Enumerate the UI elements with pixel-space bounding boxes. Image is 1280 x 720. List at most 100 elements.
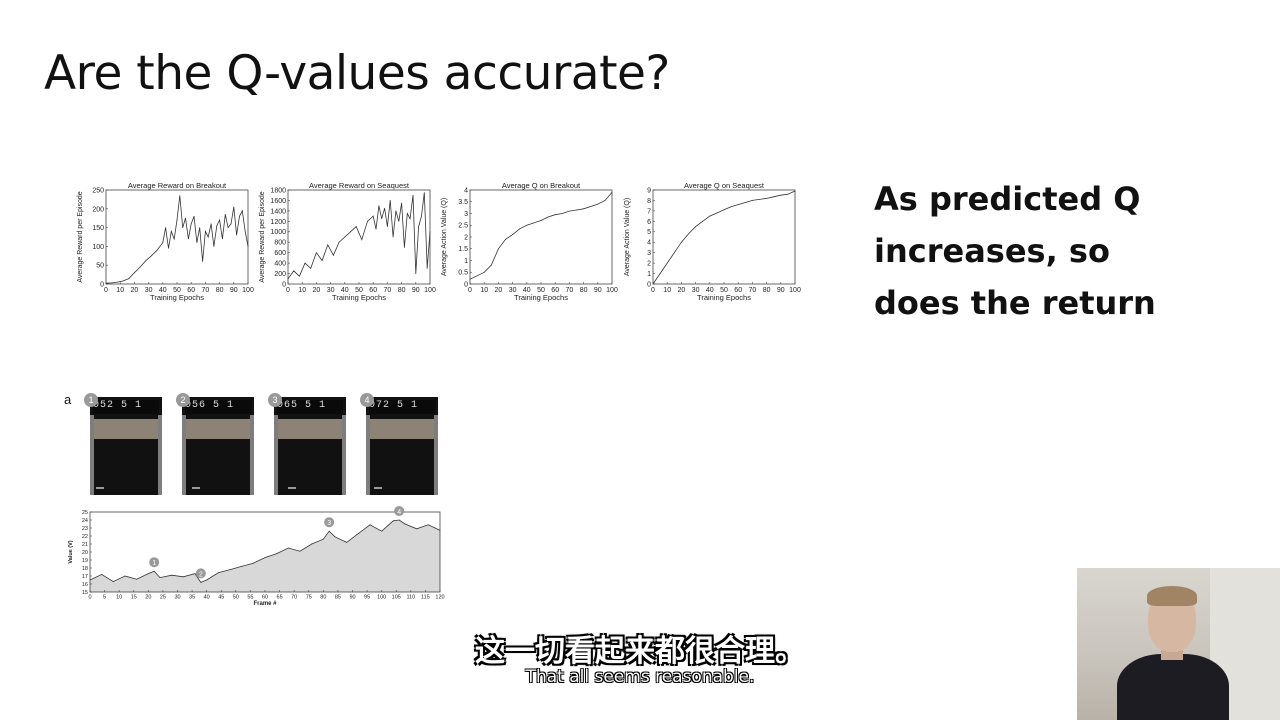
x-tick-label: 90 — [230, 287, 238, 294]
data-point — [276, 553, 278, 554]
data-point — [759, 199, 760, 200]
data-point — [338, 241, 340, 243]
x-tick-label: 40 — [706, 287, 714, 294]
x-tick-label: 105 — [392, 595, 401, 601]
x-tick-label: 40 — [159, 287, 167, 294]
data-point — [695, 226, 696, 227]
x-tick-label: 60 — [551, 287, 559, 294]
data-point — [151, 255, 152, 257]
data-point — [156, 249, 158, 251]
y-tick-label: 0.5 — [458, 270, 468, 277]
data-point — [426, 267, 428, 269]
data-point — [415, 273, 417, 274]
data-point — [398, 220, 400, 222]
y-tick-label: 2 — [647, 261, 651, 268]
data-point — [375, 228, 377, 230]
x-tick-label: 30 — [145, 287, 153, 294]
data-point — [766, 197, 767, 199]
data-point — [723, 209, 725, 211]
data-point — [427, 524, 429, 526]
data-point — [165, 227, 167, 228]
data-point — [328, 530, 330, 532]
y-axis-label: Average Action Value (Q) — [441, 198, 448, 276]
y-tick-label: 0 — [100, 281, 104, 288]
x-axis-label: Training Epochs — [514, 293, 568, 302]
x-tick-label: 40 — [341, 287, 349, 294]
y-tick-label: 1.5 — [458, 246, 468, 253]
data-point — [526, 224, 528, 226]
frame-score: 072 5 1 — [369, 400, 435, 414]
annotation-label: 4 — [397, 509, 401, 516]
data-point — [334, 536, 336, 538]
x-tick-label: 70 — [566, 287, 574, 294]
y-tick-label: 21 — [82, 542, 88, 548]
data-point — [112, 581, 114, 582]
plot-frame — [469, 189, 613, 285]
y-axis-label: Average Action Value (Q) — [624, 198, 631, 276]
y-tick-label: 5 — [647, 229, 651, 236]
x-tick-label: 0 — [104, 287, 108, 294]
y-tick-label: 16 — [82, 582, 88, 588]
data-point — [398, 519, 400, 521]
series-line — [652, 190, 796, 285]
x-tick-label: 80 — [398, 287, 406, 294]
x-tick-label: 100 — [789, 287, 801, 294]
data-point — [404, 523, 406, 525]
data-point — [350, 231, 351, 233]
data-point — [681, 241, 682, 243]
x-tick-label: 70 — [202, 287, 210, 294]
y-tick-label: 17 — [82, 574, 88, 580]
data-point — [752, 200, 753, 201]
y-tick-label: 24 — [82, 518, 88, 524]
x-tick-label: 40 — [204, 595, 210, 601]
data-point — [346, 542, 348, 543]
data-point — [222, 238, 223, 240]
y-tick-label: 0 — [282, 281, 286, 288]
y-tick-label: 15 — [82, 590, 88, 596]
x-tick-label: 60 — [369, 287, 377, 294]
data-point — [287, 547, 289, 549]
data-point — [252, 562, 254, 564]
chart-title: Average Reward on Breakout — [128, 181, 227, 190]
data-point — [182, 227, 184, 228]
x-tick-label: 70 — [291, 595, 297, 601]
slide-title: Are the Q-values accurate? — [44, 46, 670, 101]
y-tick-label: 6 — [647, 219, 651, 226]
x-tick-label: 20 — [145, 595, 151, 601]
data-point — [145, 260, 147, 262]
frame-score: 056 5 1 — [185, 400, 251, 414]
data-point — [111, 282, 113, 284]
data-point — [395, 210, 397, 212]
data-point — [476, 275, 478, 277]
data-point — [229, 569, 231, 570]
data-point — [207, 236, 209, 238]
data-point — [170, 230, 172, 232]
x-tick-label: 0 — [88, 595, 91, 601]
data-point — [483, 271, 485, 273]
data-point — [182, 576, 184, 578]
annotation-label: 2 — [199, 571, 203, 578]
data-point — [153, 570, 155, 572]
annotation-badge — [195, 568, 206, 579]
y-tick-label: 19 — [82, 558, 88, 564]
data-point — [333, 254, 334, 256]
data-point — [355, 226, 357, 227]
breakout-frame: 056 5 1 2 — [176, 393, 254, 495]
data-point — [412, 194, 414, 196]
chart-group: 0 10 20 30 40 50 60 70 80 90 100 0 1 2 3 4 5 6 7 8 9 Average … — [624, 181, 801, 302]
data-point — [101, 574, 103, 575]
annotation-label: 1 — [152, 560, 156, 567]
data-point — [147, 573, 149, 574]
y-tick-label: 3 — [464, 211, 468, 218]
y-tick-label: 0 — [464, 281, 468, 288]
y-axis-label: Average Reward per Episode — [259, 191, 266, 282]
data-point — [673, 252, 675, 254]
data-point — [89, 579, 91, 581]
data-point — [554, 214, 556, 216]
data-point — [116, 281, 118, 283]
data-point — [780, 194, 782, 196]
x-tick-label: 100 — [606, 287, 618, 294]
data-point — [369, 524, 371, 526]
data-point — [392, 520, 394, 522]
y-tick-label: 1800 — [270, 187, 286, 194]
